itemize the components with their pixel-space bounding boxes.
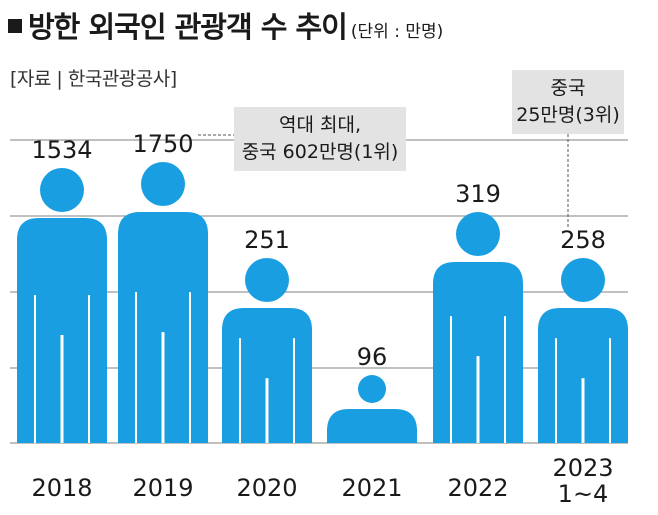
x-tick-label: 2023 bbox=[552, 454, 613, 482]
person-body bbox=[327, 409, 417, 443]
person-head bbox=[141, 162, 185, 206]
source-label: [자료 | 한국관광공사] bbox=[10, 68, 177, 90]
leg-gap bbox=[60, 335, 64, 443]
x-tick-label: 2020 bbox=[236, 474, 297, 502]
leg-gap bbox=[265, 378, 269, 443]
annotation-2019: 역대 최대, 중국 602만명(1위) bbox=[198, 107, 406, 171]
annotation-text: 역대 최대, bbox=[279, 114, 361, 136]
value-label: 258 bbox=[560, 226, 606, 254]
person-head bbox=[561, 258, 605, 302]
x-tick-label: 2022 bbox=[447, 474, 508, 502]
person-bar bbox=[433, 212, 523, 443]
title-text: 방한 외국인 관광객 수 추이 bbox=[28, 10, 348, 44]
x-tick-label: 1~4 bbox=[558, 480, 609, 508]
person-head bbox=[456, 212, 500, 256]
person-bar bbox=[538, 258, 628, 443]
unit-label: (단위 : 만명) bbox=[350, 22, 444, 42]
person-head bbox=[245, 258, 289, 302]
annotation-text: 25만명(3위) bbox=[516, 104, 620, 126]
annotation-box bbox=[512, 70, 624, 134]
x-tick-label: 2018 bbox=[31, 474, 92, 502]
value-label: 319 bbox=[455, 180, 501, 208]
person-head bbox=[358, 375, 386, 403]
person-body bbox=[118, 212, 208, 443]
leg-gap bbox=[476, 356, 480, 443]
person-bar bbox=[222, 258, 312, 443]
leg-gap bbox=[581, 378, 585, 443]
person-body bbox=[17, 218, 107, 443]
x-tick-label: 2021 bbox=[341, 474, 402, 502]
person-bar bbox=[17, 168, 107, 443]
value-label: 251 bbox=[244, 226, 290, 254]
value-label: 1534 bbox=[31, 136, 92, 164]
annotation-box bbox=[234, 107, 406, 171]
person-bar bbox=[118, 162, 208, 443]
value-label: 1750 bbox=[132, 130, 193, 158]
annotation-2023: 중국 25만명(3위) bbox=[512, 70, 624, 228]
x-tick-label: 2019 bbox=[132, 474, 193, 502]
value-label: 96 bbox=[357, 343, 388, 371]
annotation-text: 중국 bbox=[551, 77, 586, 99]
leg-gap bbox=[161, 332, 165, 443]
person-body bbox=[222, 308, 312, 443]
title-bullet bbox=[8, 19, 22, 33]
annotation-text: 중국 602만명(1위) bbox=[242, 141, 399, 163]
person-bar bbox=[327, 375, 417, 443]
person-head bbox=[40, 168, 84, 212]
person-body bbox=[433, 262, 523, 443]
person-body bbox=[538, 308, 628, 443]
chart-title: 방한 외국인 관광객 수 추이 (단위 : 만명) bbox=[8, 4, 443, 46]
